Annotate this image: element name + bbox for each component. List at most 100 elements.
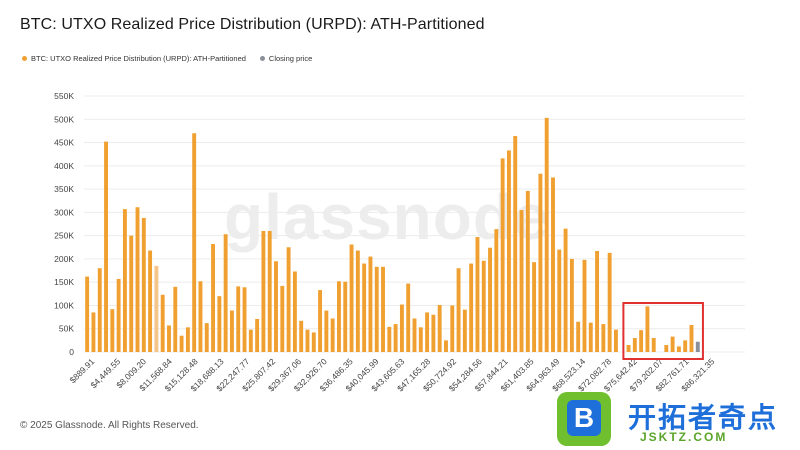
- bar[interactable]: [525, 190, 530, 352]
- bar[interactable]: [185, 327, 190, 352]
- bar[interactable]: [506, 150, 511, 352]
- bar[interactable]: [551, 177, 555, 352]
- bar[interactable]: [632, 338, 637, 352]
- bar[interactable]: [173, 286, 178, 352]
- bar[interactable]: [129, 235, 134, 352]
- bar[interactable]: [324, 310, 329, 352]
- bar[interactable]: [494, 229, 499, 352]
- bar[interactable]: [450, 305, 455, 352]
- bar[interactable]: [261, 230, 266, 352]
- bar[interactable]: [311, 332, 316, 352]
- legend-item-urpd[interactable]: BTC: UTXO Realized Price Distribution (U…: [22, 54, 246, 63]
- bar[interactable]: [204, 323, 209, 352]
- bar[interactable]: [664, 345, 669, 352]
- bar[interactable]: [639, 330, 644, 352]
- bar[interactable]: [613, 329, 618, 352]
- bar[interactable]: [469, 263, 474, 352]
- bar[interactable]: [437, 304, 442, 352]
- bar[interactable]: [538, 173, 543, 352]
- bar[interactable]: [544, 117, 549, 352]
- bar[interactable]: [292, 271, 297, 352]
- bar[interactable]: [601, 324, 606, 352]
- bar[interactable]: [110, 309, 115, 352]
- bar[interactable]: [456, 268, 461, 352]
- bar[interactable]: [595, 250, 600, 352]
- bar[interactable]: [683, 340, 688, 352]
- bar[interactable]: [626, 345, 631, 352]
- bar[interactable]: [349, 244, 354, 352]
- closing-price-bar[interactable]: [695, 341, 700, 352]
- bar[interactable]: [576, 321, 581, 352]
- bar[interactable]: [236, 286, 241, 352]
- bar[interactable]: [406, 283, 411, 352]
- bar[interactable]: [444, 340, 448, 352]
- bar[interactable]: [305, 329, 310, 352]
- bar[interactable]: [299, 320, 304, 352]
- bar[interactable]: [211, 244, 216, 352]
- bar[interactable]: [192, 133, 197, 352]
- bar[interactable]: [91, 312, 96, 352]
- bar[interactable]: [104, 141, 108, 352]
- bar[interactable]: [582, 259, 587, 352]
- bar[interactable]: [229, 310, 234, 352]
- bar[interactable]: [267, 230, 272, 352]
- bar[interactable]: [141, 217, 146, 352]
- bar[interactable]: [475, 237, 480, 352]
- bar[interactable]: [488, 247, 492, 352]
- bar[interactable]: [343, 281, 348, 352]
- bar[interactable]: [135, 207, 140, 352]
- bar[interactable]: [374, 266, 379, 352]
- bar[interactable]: [198, 281, 203, 352]
- chart-legend: BTC: UTXO Realized Price Distribution (U…: [22, 54, 312, 63]
- bar[interactable]: [381, 266, 385, 352]
- bar[interactable]: [563, 228, 568, 352]
- bar[interactable]: [330, 318, 335, 352]
- legend-item-closing-price[interactable]: Closing price: [259, 54, 312, 63]
- bar[interactable]: [676, 346, 681, 352]
- bar[interactable]: [607, 252, 612, 352]
- bar[interactable]: [318, 290, 323, 352]
- bar[interactable]: [588, 322, 593, 352]
- bar[interactable]: [513, 136, 518, 352]
- bar[interactable]: [355, 250, 360, 352]
- bar[interactable]: [154, 265, 159, 352]
- bar[interactable]: [280, 285, 285, 352]
- y-tick-label: 150K: [54, 277, 74, 287]
- bar[interactable]: [462, 309, 467, 352]
- bar[interactable]: [255, 318, 260, 352]
- bar[interactable]: [418, 327, 423, 352]
- bar[interactable]: [122, 209, 127, 352]
- bar[interactable]: [362, 263, 367, 352]
- bar[interactable]: [387, 326, 392, 352]
- bar[interactable]: [286, 247, 291, 352]
- bar[interactable]: [500, 158, 505, 352]
- bar[interactable]: [412, 318, 417, 352]
- bar[interactable]: [393, 324, 398, 352]
- bar[interactable]: [242, 287, 247, 352]
- bar[interactable]: [179, 335, 184, 352]
- bar[interactable]: [97, 268, 102, 352]
- bar[interactable]: [670, 336, 675, 352]
- bar[interactable]: [431, 314, 436, 352]
- bar[interactable]: [399, 304, 404, 352]
- bar[interactable]: [425, 312, 430, 352]
- bar[interactable]: [651, 338, 656, 352]
- bar[interactable]: [85, 276, 90, 352]
- bar[interactable]: [248, 329, 253, 352]
- bar[interactable]: [148, 250, 153, 352]
- bar[interactable]: [532, 262, 537, 352]
- bar[interactable]: [645, 306, 650, 352]
- bar[interactable]: [689, 325, 694, 352]
- bar[interactable]: [223, 234, 228, 352]
- bar[interactable]: [116, 278, 121, 352]
- bar[interactable]: [167, 325, 171, 352]
- bar[interactable]: [337, 281, 341, 352]
- bar[interactable]: [368, 256, 373, 352]
- bar[interactable]: [519, 210, 524, 352]
- bar[interactable]: [481, 260, 486, 352]
- bar[interactable]: [217, 296, 222, 352]
- bar[interactable]: [557, 249, 562, 352]
- bar[interactable]: [569, 258, 574, 352]
- bar[interactable]: [274, 261, 278, 352]
- bar[interactable]: [160, 294, 165, 352]
